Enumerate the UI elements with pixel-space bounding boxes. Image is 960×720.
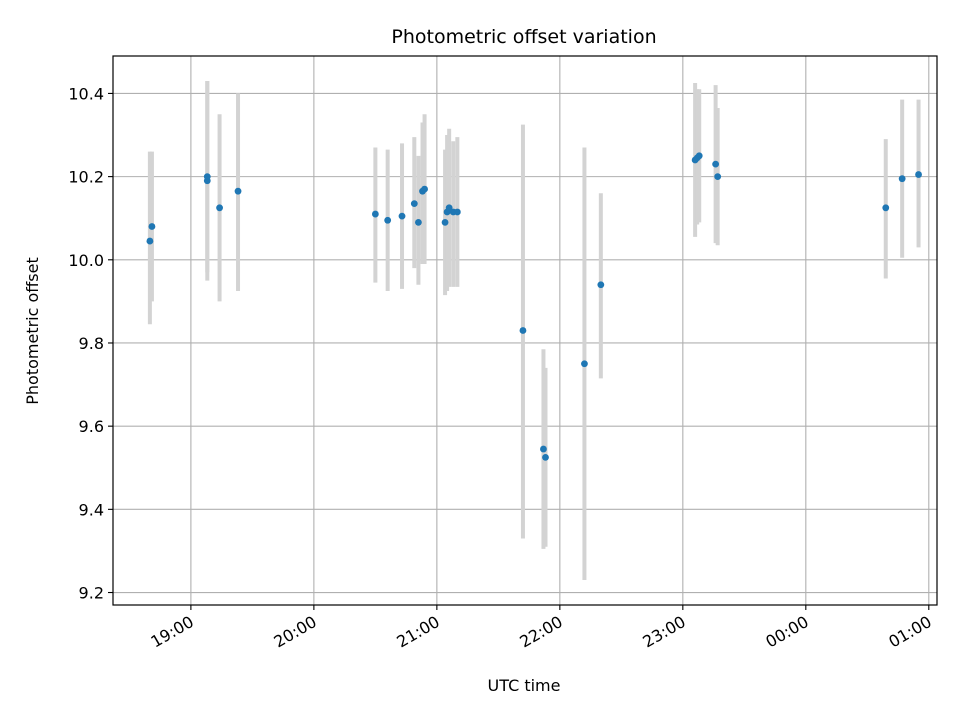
data-point xyxy=(398,212,406,220)
data-point xyxy=(453,208,461,216)
data-point xyxy=(146,237,154,245)
plot-frame xyxy=(112,55,938,606)
data-point xyxy=(712,160,720,168)
y-tick-label: 9.8 xyxy=(79,334,104,353)
grid xyxy=(113,56,937,605)
data-point xyxy=(695,152,703,160)
data-point xyxy=(915,171,922,178)
data-point xyxy=(148,223,156,230)
data-point xyxy=(445,204,453,212)
data-point xyxy=(714,173,722,181)
data-point xyxy=(441,218,449,226)
x-tick-label: 22:00 xyxy=(516,612,565,652)
x-tick-label: 21:00 xyxy=(393,612,442,652)
x-tick-label: 19:00 xyxy=(147,612,196,652)
data-points xyxy=(146,152,922,461)
x-tick-label: 20:00 xyxy=(270,612,319,652)
data-point xyxy=(216,204,223,212)
chart-title: Photometric offset variation xyxy=(391,26,656,48)
x-axis-label: UTC time xyxy=(488,676,561,695)
data-point xyxy=(597,281,605,289)
data-point xyxy=(234,187,242,195)
y-axis-label: Photometric offset xyxy=(23,257,42,405)
data-point xyxy=(581,360,588,368)
error-bars xyxy=(147,80,921,581)
y-tick-label: 9.2 xyxy=(79,584,104,603)
data-point xyxy=(421,185,428,193)
data-point xyxy=(519,327,527,334)
data-point xyxy=(415,218,422,226)
data-point xyxy=(203,173,211,181)
x-tick-label: 23:00 xyxy=(639,612,688,652)
data-point xyxy=(371,210,379,218)
x-tick-label: 00:00 xyxy=(762,612,811,652)
data-point xyxy=(410,200,418,208)
y-tick-label: 10.4 xyxy=(68,84,104,103)
data-point xyxy=(540,445,547,453)
data-point xyxy=(882,204,890,212)
x-tick-label: 01:00 xyxy=(885,612,934,652)
y-tick-label: 9.4 xyxy=(79,500,104,519)
y-tick-label: 9.6 xyxy=(79,417,104,436)
y-tick-label: 10.0 xyxy=(68,251,104,270)
data-point xyxy=(542,453,549,461)
data-point xyxy=(898,175,906,183)
axis-ticks: 19:00 20:00 21:00 22:00 23:00 00:00 01:00 9.2 9.… xyxy=(68,84,934,651)
data-point xyxy=(384,216,392,224)
y-tick-label: 10.2 xyxy=(68,168,104,187)
